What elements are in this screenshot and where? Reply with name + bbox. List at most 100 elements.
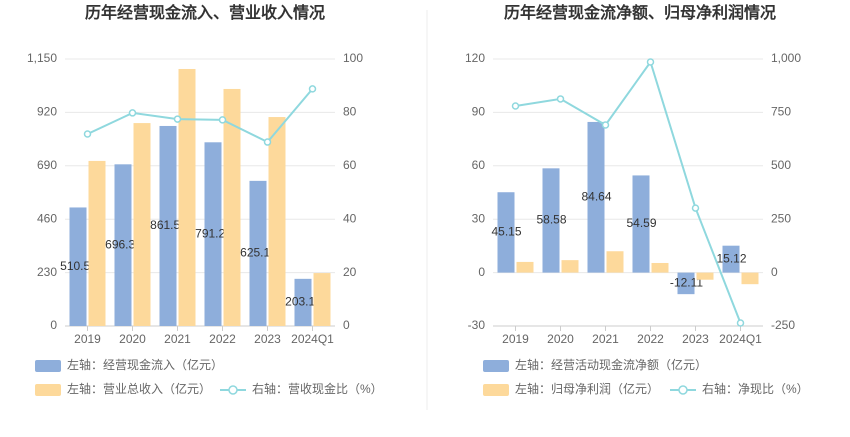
y2-tick-label: 500 (771, 158, 791, 172)
bar (651, 262, 669, 273)
line-point (308, 85, 317, 93)
y-tick-label: 0 (478, 265, 485, 279)
bar (69, 207, 87, 326)
line-point (83, 130, 92, 138)
bar (88, 160, 106, 326)
y2-tick-label: 750 (771, 105, 791, 119)
y2-tick-label: 40 (343, 211, 357, 225)
line-point (128, 109, 137, 117)
y-tick-label: 690 (37, 158, 57, 172)
value-label: 58.58 (536, 213, 566, 227)
legend-label: 左轴：经营活动现金流净额（亿元） (515, 357, 707, 372)
bar (696, 272, 714, 280)
x-tick-label: 2024Q1 (719, 332, 762, 346)
bar (249, 180, 267, 326)
legend-marker (678, 385, 688, 395)
value-label: 625.15 (240, 246, 277, 260)
y2-tick-label: 0 (771, 265, 778, 279)
bar (313, 273, 331, 326)
bar (223, 88, 241, 326)
value-label: 510.57 (60, 259, 97, 273)
y2-tick-label: -250 (771, 318, 795, 332)
x-tick-label: 2024Q1 (291, 332, 334, 346)
bar (204, 142, 222, 326)
bar (294, 278, 312, 326)
value-label: 15.12 (716, 251, 746, 265)
value-label: 203.14 (285, 295, 322, 309)
legend-marker (228, 385, 238, 395)
y-tick-label: 920 (37, 105, 57, 119)
x-tick-label: 2023 (254, 332, 281, 346)
chart-title: 历年经营现金流净额、归母净利润情况 (504, 3, 776, 22)
bar (133, 123, 151, 326)
x-tick-label: 2022 (209, 332, 236, 346)
y2-tick-label: 60 (343, 158, 357, 172)
y2-tick-label: 1,000 (771, 51, 801, 65)
x-tick-label: 2020 (119, 332, 146, 346)
bar (114, 164, 132, 326)
y2-tick-label: 100 (343, 51, 363, 65)
bar (497, 192, 515, 273)
legend-label: 右轴：净现比（%） (702, 381, 809, 396)
bar (587, 121, 605, 273)
line-point (736, 319, 745, 327)
y2-tick-label: 0 (343, 318, 350, 332)
line-point (691, 204, 700, 212)
legend-label: 右轴：营收现金比（%） (252, 381, 383, 396)
bar (516, 261, 534, 273)
line-point (173, 115, 182, 123)
line-point (601, 121, 610, 129)
x-tick-label: 2021 (592, 332, 619, 346)
value-label: -12.11 (670, 276, 703, 290)
y2-tick-label: 20 (343, 265, 357, 279)
line-point (218, 116, 227, 124)
legend-swatch (35, 360, 61, 372)
legend-label: 左轴：经营现金流入（亿元） (67, 357, 223, 372)
y-tick-label: 90 (472, 105, 486, 119)
legend-label: 左轴：营业总收入（亿元） (67, 381, 211, 396)
y-tick-label: 0 (50, 318, 57, 332)
bar (178, 68, 196, 327)
bar (741, 272, 759, 285)
x-tick-label: 2022 (637, 332, 664, 346)
value-label: 54.59 (626, 216, 656, 230)
bar (268, 117, 286, 326)
line (87, 88, 314, 144)
value-label: 696.35 (105, 237, 142, 251)
line (515, 59, 742, 324)
y-tick-label: 1,150 (27, 51, 57, 65)
value-label: 791.25 (195, 226, 232, 240)
bar (632, 175, 650, 273)
y-tick-label: -30 (468, 318, 486, 332)
x-tick-label: 2019 (502, 332, 529, 346)
bar (722, 245, 740, 273)
line-point (646, 58, 655, 66)
y-tick-label: 460 (37, 211, 57, 225)
y-tick-label: 60 (472, 158, 486, 172)
line-point (263, 138, 272, 146)
legend-swatch (35, 384, 61, 396)
bar (677, 272, 695, 295)
legend-swatch (483, 384, 509, 396)
x-tick-label: 2023 (682, 332, 709, 346)
y2-tick-label: 80 (343, 105, 357, 119)
line-point (511, 102, 520, 110)
value-label: 84.64 (581, 189, 611, 203)
bar (542, 168, 560, 273)
bar (606, 251, 624, 273)
y-tick-label: 230 (37, 265, 57, 279)
line-point (556, 95, 565, 103)
bar (159, 125, 177, 327)
y-tick-label: 120 (465, 51, 485, 65)
legend-label: 左轴：归母净利润（亿元） (515, 381, 659, 396)
x-tick-label: 2021 (164, 332, 191, 346)
bar (561, 260, 579, 273)
legend-swatch (483, 360, 509, 372)
value-label: 861.57 (150, 218, 187, 232)
chart-title: 历年经营现金流入、营业收入情况 (85, 3, 325, 22)
y-tick-label: 30 (472, 211, 486, 225)
x-tick-label: 2019 (74, 332, 101, 346)
value-label: 45.15 (491, 225, 521, 239)
y2-tick-label: 250 (771, 211, 791, 225)
